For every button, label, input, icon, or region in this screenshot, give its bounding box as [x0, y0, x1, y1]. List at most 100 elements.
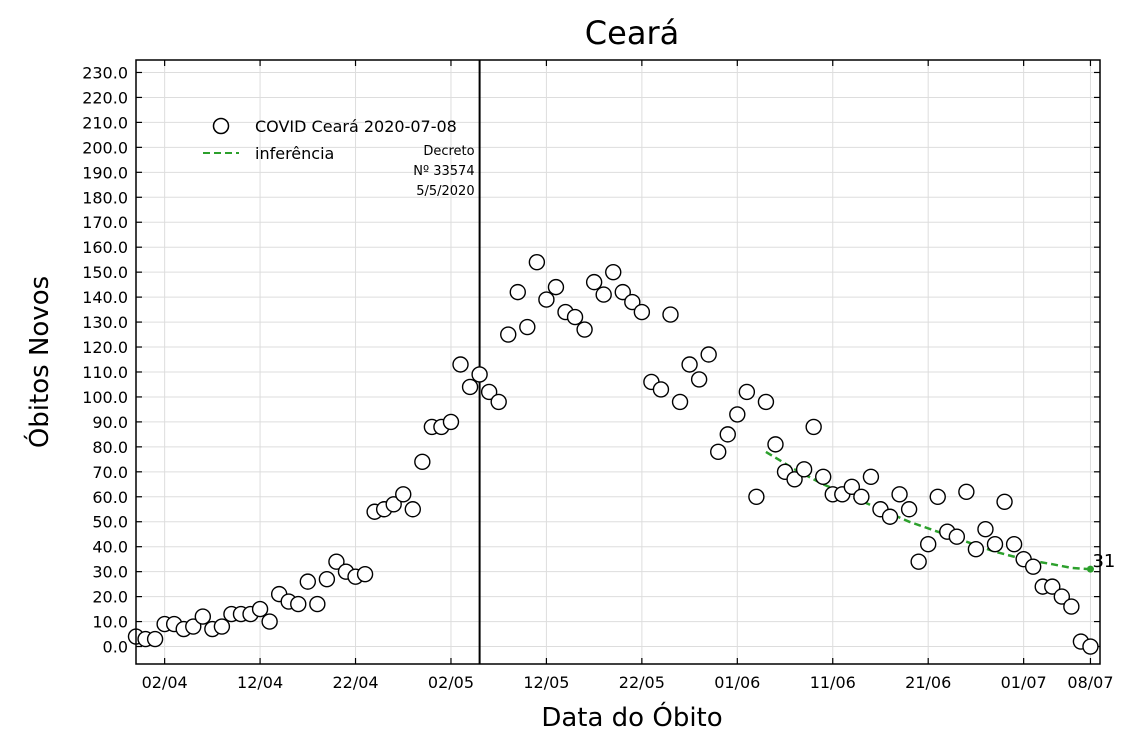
decree-label: Nº 33574	[413, 164, 474, 179]
decree-label: 5/5/2020	[416, 184, 474, 199]
y-tick-label: 190.0	[82, 163, 128, 182]
data-point	[910, 553, 927, 570]
data-point	[290, 595, 307, 613]
data-point	[490, 393, 507, 411]
data-point	[958, 483, 975, 500]
inference-line	[765, 450, 1091, 571]
x-axis-label: Data do Óbito	[541, 701, 722, 733]
legend: COVID Ceará 2020-07-08 inferência	[203, 117, 457, 163]
data-point	[996, 493, 1013, 510]
data-point	[986, 535, 1004, 553]
data-point	[547, 278, 565, 296]
data-point	[919, 535, 937, 553]
y-tick-label: 210.0	[82, 113, 128, 132]
y-tick-label: 230.0	[82, 63, 128, 82]
y-tick-label: 70.0	[92, 463, 128, 482]
x-tick-label: 22/04	[332, 673, 378, 692]
x-tick-label: 12/05	[523, 673, 569, 692]
y-tick-label: 80.0	[92, 438, 128, 457]
x-tick-label: 02/04	[142, 673, 188, 692]
legend-marker-covid	[212, 117, 230, 135]
data-point	[767, 436, 784, 453]
data-point	[595, 286, 612, 303]
y-tick-label: 0.0	[103, 638, 128, 657]
data-point	[309, 595, 326, 613]
x-tick-label: 01/07	[1001, 673, 1047, 692]
data-point	[442, 413, 460, 431]
y-tick-label: 20.0	[92, 588, 128, 607]
data-point	[900, 501, 918, 518]
data-point	[624, 293, 641, 311]
data-point	[1005, 535, 1023, 553]
data-point	[585, 273, 603, 291]
data-point	[1044, 578, 1061, 595]
data-point	[805, 418, 822, 436]
data-point	[385, 496, 402, 513]
y-tick-label: 140.0	[82, 288, 128, 307]
data-point	[748, 488, 765, 505]
y-axis-ticks: 0.0 10.0 20.0 30.0 40.0 50.0 60.0 70.0 80.0 90.0 1…	[82, 63, 1100, 657]
data-point	[977, 521, 994, 538]
data-point	[519, 318, 536, 336]
data-point	[566, 308, 584, 326]
x-tick-label: 01/06	[714, 673, 760, 692]
data-point	[891, 486, 908, 503]
y-tick-label: 10.0	[92, 613, 128, 632]
x-axis-ticks: 02/04 12/04 22/04 02/05 12/05 22/05 01/06 11/06…	[142, 60, 1114, 692]
x-tick-label: 21/06	[905, 673, 951, 692]
data-point	[929, 488, 946, 505]
chart-title: Ceará	[585, 14, 679, 52]
plot-frame	[135, 59, 1101, 665]
data-point	[671, 393, 689, 411]
data-point	[528, 253, 546, 271]
data-point	[881, 508, 899, 525]
data-point	[299, 573, 317, 590]
data-point	[576, 321, 593, 338]
y-tick-label: 40.0	[92, 538, 128, 557]
y-tick-label: 200.0	[82, 138, 128, 157]
data-point	[862, 468, 880, 486]
y-tick-label: 90.0	[92, 413, 128, 432]
y-tick-label: 60.0	[92, 488, 128, 507]
y-tick-label: 170.0	[82, 213, 128, 232]
decree-label: Decreto	[423, 144, 474, 159]
y-tick-label: 120.0	[82, 338, 128, 357]
legend-label-inference: inferência	[255, 144, 334, 163]
data-point	[1024, 558, 1042, 575]
data-point	[1063, 598, 1080, 615]
data-point	[795, 461, 813, 478]
data-point	[251, 600, 269, 618]
data-point	[738, 383, 756, 401]
data-point	[633, 303, 651, 321]
data-point	[948, 528, 966, 545]
data-point	[605, 263, 622, 281]
x-tick-label: 11/06	[810, 673, 856, 692]
inference-series: 31	[765, 450, 1115, 573]
data-point	[404, 501, 421, 518]
data-point	[967, 540, 985, 558]
y-tick-label: 100.0	[82, 388, 128, 407]
data-point	[652, 381, 670, 398]
y-tick-label: 130.0	[82, 313, 128, 332]
data-point	[729, 406, 746, 423]
data-point	[414, 453, 431, 471]
data-point	[843, 478, 861, 495]
data-point	[395, 486, 412, 503]
data-point	[690, 371, 708, 388]
data-point	[318, 570, 336, 588]
decree-annotation: Decreto Nº 33574 5/5/2020	[413, 60, 481, 664]
data-point	[480, 383, 498, 401]
data-point	[461, 378, 479, 396]
legend-label-covid: COVID Ceará 2020-07-08	[255, 117, 457, 136]
inference-endpoint	[1086, 565, 1094, 573]
data-point	[538, 291, 555, 308]
x-tick-label: 08/07	[1067, 673, 1113, 692]
covid-series	[127, 253, 1099, 655]
data-point	[853, 488, 870, 505]
y-axis-label: Óbitos Novos	[23, 276, 55, 448]
y-tick-label: 180.0	[82, 188, 128, 207]
y-tick-label: 150.0	[82, 263, 128, 282]
x-tick-label: 22/05	[619, 673, 665, 692]
inference-end-label: 31	[1092, 551, 1115, 572]
